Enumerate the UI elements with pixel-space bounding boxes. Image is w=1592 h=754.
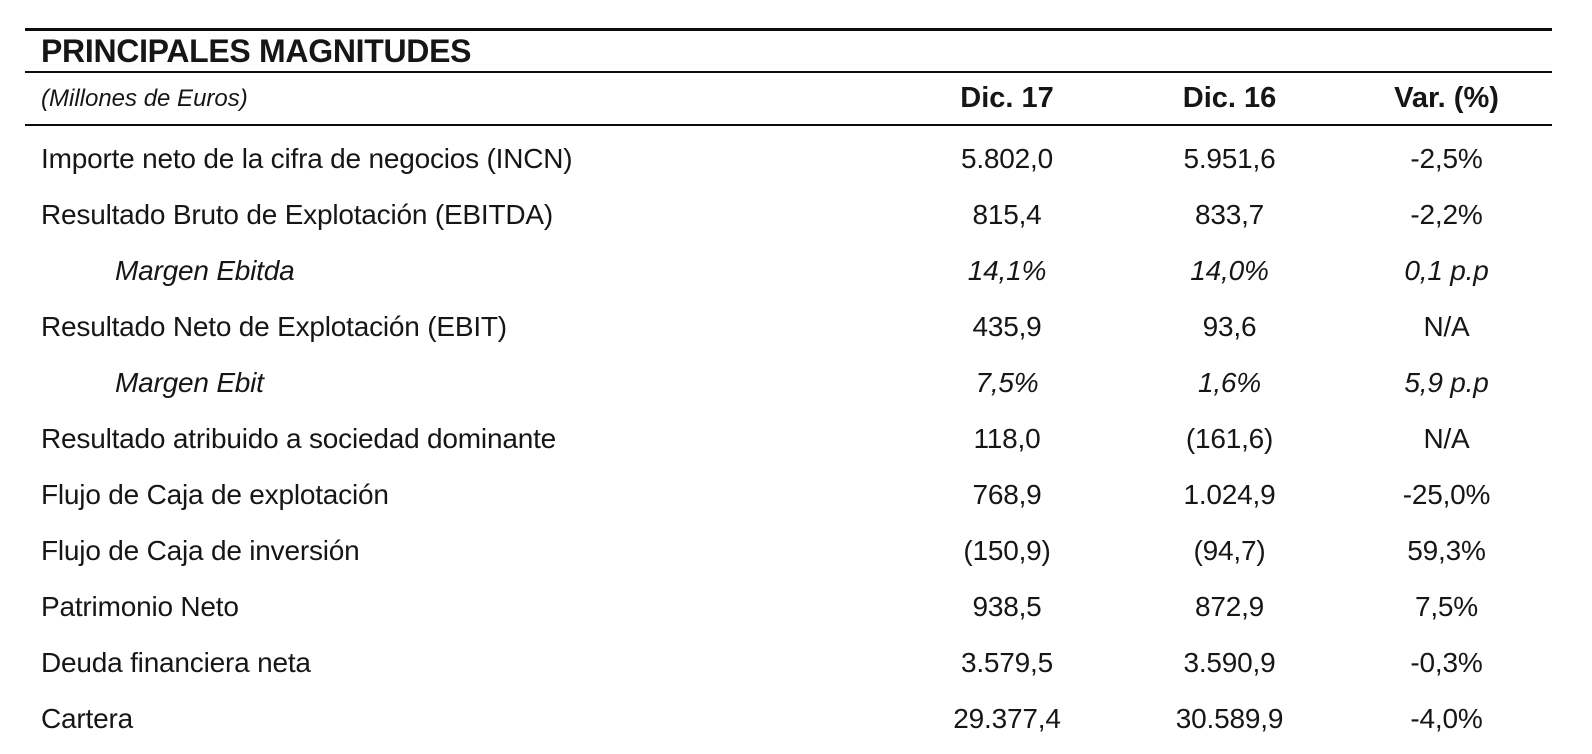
table-header-row: (Millones de Euros) Dic. 17 Dic. 16 Var.… (25, 73, 1552, 126)
row-value-var: -4,0% (1410, 703, 1483, 734)
row-label: Deuda financiera neta (41, 647, 311, 678)
row-value-dic17: 815,4 (972, 199, 1042, 230)
row-value-dic16: 833,7 (1194, 199, 1265, 230)
table-row-margen-ebitda: Margen Ebitda 14,1% 14,0% 0,1 p.p (25, 243, 1552, 299)
row-label: Flujo de Caja de inversión (41, 535, 360, 566)
row-value-var: N/A (1423, 423, 1470, 454)
table-row-flujo-inversion: Flujo de Caja de inversión (150,9) (94,7… (25, 523, 1552, 579)
row-label: Resultado atribuido a sociedad dominante (41, 423, 557, 454)
row-value-dic17: 768,9 (972, 479, 1042, 510)
row-value-var: 0,1 p.p (1404, 255, 1489, 286)
row-value-dic16: 1.024,9 (1183, 479, 1276, 510)
table-row-patrimonio-neto: Patrimonio Neto 938,5 872,9 7,5% (25, 579, 1552, 635)
table-row-ebitda: Resultado Bruto de Explotación (EBITDA) … (25, 187, 1552, 243)
row-value-var: -25,0% (1402, 479, 1491, 510)
row-value-dic17: 5.802,0 (960, 143, 1054, 174)
table-row-margen-ebit: Margen Ebit 7,5% 1,6% 5,9 p.p (25, 355, 1552, 411)
row-value-dic17: 29.377,4 (953, 703, 1061, 734)
row-value-dic17: 3.579,5 (960, 647, 1054, 678)
table-row-flujo-explotacion: Flujo de Caja de explotación 768,9 1.024… (25, 467, 1552, 523)
row-value-var: N/A (1423, 311, 1470, 342)
row-value-dic16: 30.589,9 (1175, 703, 1284, 734)
row-value-var: -0,3% (1410, 647, 1483, 678)
table-title: PRINCIPALES MAGNITUDES (41, 32, 472, 69)
unit-note: (Millones de Euros) (41, 84, 248, 112)
row-label: Importe neto de la cifra de negocios (IN… (41, 143, 573, 174)
row-value-dic16: (94,7) (1193, 535, 1266, 566)
row-value-dic17: 7,5% (975, 367, 1039, 398)
row-value-var: 7,5% (1414, 591, 1479, 622)
row-label: Resultado Bruto de Explotación (EBITDA) (41, 199, 554, 230)
row-value-dic16: (161,6) (1185, 423, 1274, 454)
column-header-dic17: Dic. 17 (960, 82, 1054, 114)
table-row-resultado-atribuido: Resultado atribuido a sociedad dominante… (25, 411, 1552, 467)
row-value-dic17: 14,1% (967, 255, 1047, 286)
row-value-var: 59,3% (1407, 535, 1486, 566)
row-value-dic16: 3.590,9 (1183, 647, 1276, 678)
row-value-dic16: 14,0% (1190, 255, 1269, 286)
column-header-dic16: Dic. 16 (1182, 82, 1277, 114)
row-value-dic16: 93,6 (1202, 311, 1257, 342)
table-row-deuda-financiera: Deuda financiera neta 3.579,5 3.590,9 -0… (25, 635, 1552, 691)
table-row-cartera: Cartera 29.377,4 30.589,9 -4,0% (25, 691, 1552, 747)
row-value-dic16: 872,9 (1194, 591, 1265, 622)
row-label: Flujo de Caja de explotación (41, 479, 389, 510)
row-value-var: -2,5% (1410, 143, 1483, 174)
row-label: Resultado Neto de Explotación (EBIT) (41, 311, 507, 342)
row-label: Margen Ebitda (115, 255, 295, 286)
row-label: Margen Ebit (115, 367, 264, 398)
key-figures-table: PRINCIPALES MAGNITUDES (Millones de Euro… (25, 28, 1552, 747)
table-title-band: PRINCIPALES MAGNITUDES (25, 28, 1552, 73)
row-value-dic17: 435,9 (972, 311, 1042, 342)
table-body: Importe neto de la cifra de negocios (IN… (25, 126, 1552, 747)
row-value-dic16: 1,6% (1197, 367, 1262, 398)
row-value-dic16: 5.951,6 (1183, 143, 1276, 174)
table-row-ebit: Resultado Neto de Explotación (EBIT) 435… (25, 299, 1552, 355)
row-value-dic17: 938,5 (972, 591, 1042, 622)
row-value-var: -2,2% (1410, 199, 1483, 230)
row-value-dic17: (150,9) (963, 535, 1051, 566)
column-header-var: Var. (%) (1394, 82, 1499, 114)
row-label: Cartera (41, 703, 133, 734)
row-value-var: 5,9 p.p (1404, 367, 1489, 398)
row-label: Patrimonio Neto (41, 591, 239, 622)
table-row-incn: Importe neto de la cifra de negocios (IN… (25, 131, 1552, 187)
row-value-dic17: 118,0 (973, 423, 1041, 454)
